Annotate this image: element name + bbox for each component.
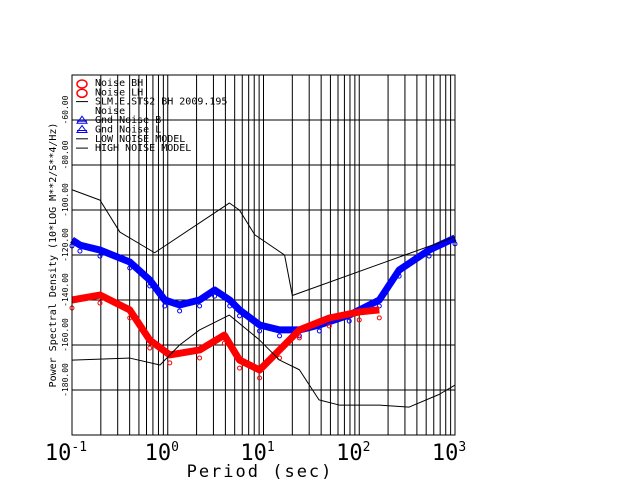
y-tick-label: -140.00: [61, 273, 70, 307]
data-point: [316, 328, 322, 334]
data-point: [97, 300, 103, 306]
plot-frame: [71, 74, 456, 436]
data-point: [396, 273, 402, 279]
data-point: [97, 253, 103, 259]
data-point: [77, 248, 83, 254]
data-point: [147, 345, 153, 351]
y-tick-label: -180.00: [61, 363, 70, 397]
data-point: [277, 333, 283, 339]
data-point: [177, 308, 183, 314]
data-point: [426, 253, 432, 259]
data-point: [257, 328, 263, 334]
series-line-noise: [71, 291, 380, 374]
y-axis-label: Power Spectral Density (10*LOG M**2/S**4…: [48, 123, 59, 388]
data-point: [356, 317, 362, 323]
legend-label: Noise LH: [95, 87, 143, 98]
data-point: [326, 323, 332, 329]
series-line-low-noise-model: [71, 314, 456, 408]
y-tick-label: -60.00: [61, 95, 70, 124]
legend-label: Noise BH: [95, 78, 143, 89]
legend-label: Gnd Noise B: [95, 115, 161, 126]
data-point: [296, 335, 302, 341]
data-point: [227, 303, 233, 309]
y-tick-label: -120.00: [61, 228, 70, 262]
data-point: [127, 315, 133, 321]
grid: [71, 74, 455, 436]
data-point: [221, 340, 227, 346]
y-tick-label: -100.00: [61, 183, 70, 217]
data-point: [127, 265, 133, 271]
data-point: [197, 303, 203, 309]
x-tick-labels: 10-1 100 101 102 103: [45, 440, 466, 466]
legend-triangle-marker: [76, 124, 88, 133]
data-point: [376, 315, 382, 321]
data-point: [257, 375, 263, 381]
data-point: [212, 293, 218, 299]
x-tick-label: 103: [432, 440, 466, 466]
legend-label: LOW NOISE MODEL: [95, 134, 185, 145]
x-tick-label: 102: [336, 440, 370, 466]
y-tick-label: -160.00: [61, 318, 70, 352]
legend-label: Noise: [95, 106, 125, 117]
legend-label: SLM.E.STS2 BH 2009.195: [95, 97, 227, 108]
legend-circle-marker: [76, 88, 88, 99]
x-tick-label: 101: [240, 440, 274, 466]
data-point: [237, 365, 243, 371]
data-point: [376, 303, 382, 309]
x-tick-label: 100: [145, 440, 179, 466]
series-line-high-noise-model: [71, 189, 456, 296]
y-tick-label: -80.00: [61, 140, 70, 169]
y-tick-labels: -60.00 -80.00 -100.00 -120.00 -140.00 -160.00…: [61, 95, 70, 396]
series-line-gnd-noise: [70, 234, 457, 334]
data-point: [346, 318, 352, 324]
legend-triangle-marker: [76, 115, 88, 124]
x-tick-label: 10-1: [45, 440, 87, 466]
data-point: [167, 360, 173, 366]
data-point: [197, 355, 203, 361]
legend-label: Gnd Noise L: [95, 125, 161, 136]
data-point: [162, 303, 168, 309]
legend-label: HIGH NOISE MODEL: [95, 143, 191, 154]
x-axis-label: Period (sec): [187, 462, 334, 480]
data-point: [147, 283, 153, 289]
legend-circle-marker: [76, 79, 88, 89]
data-point: [237, 313, 243, 319]
